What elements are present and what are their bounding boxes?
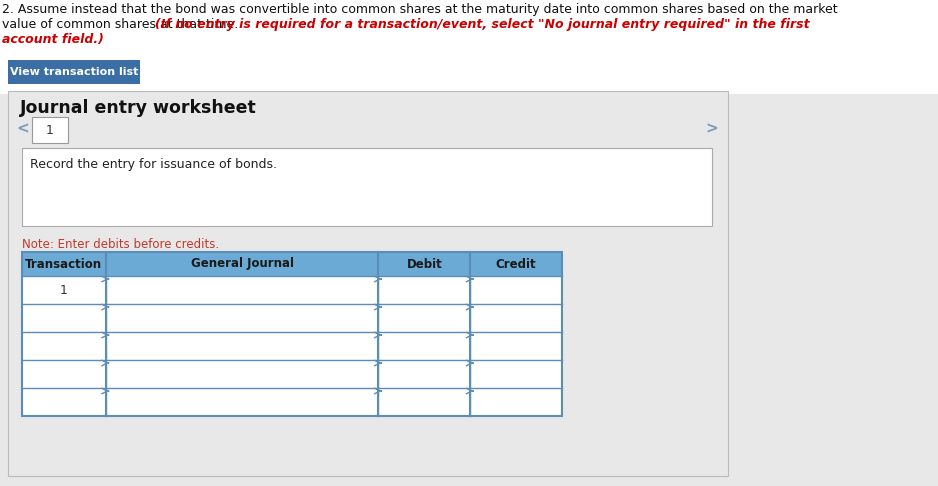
Text: Record the entry for issuance of bonds.: Record the entry for issuance of bonds. <box>30 158 277 171</box>
Text: Transaction: Transaction <box>25 258 102 271</box>
Text: value of common shares at that time.: value of common shares at that time. <box>2 18 242 31</box>
Text: Note: Enter debits before credits.: Note: Enter debits before credits. <box>22 238 219 251</box>
FancyBboxPatch shape <box>22 332 562 360</box>
Text: 2. Assume instead that the bond was convertible into common shares at the maturi: 2. Assume instead that the bond was conv… <box>2 3 838 16</box>
FancyBboxPatch shape <box>22 276 562 304</box>
FancyBboxPatch shape <box>32 117 68 143</box>
FancyBboxPatch shape <box>22 148 712 226</box>
FancyBboxPatch shape <box>0 94 938 486</box>
FancyBboxPatch shape <box>22 388 562 416</box>
Text: Debit: Debit <box>406 258 442 271</box>
Text: Credit: Credit <box>496 258 537 271</box>
Text: >: > <box>705 122 718 137</box>
Text: General Journal: General Journal <box>190 258 294 271</box>
Text: View transaction list: View transaction list <box>9 67 138 77</box>
FancyBboxPatch shape <box>22 360 562 388</box>
FancyBboxPatch shape <box>8 60 140 84</box>
Text: 1: 1 <box>46 123 54 137</box>
Text: <: < <box>16 122 29 137</box>
Text: (If no entry is required for a transaction/event, select "No journal entry requi: (If no entry is required for a transacti… <box>155 18 809 31</box>
FancyBboxPatch shape <box>22 304 562 332</box>
FancyBboxPatch shape <box>0 0 938 96</box>
FancyBboxPatch shape <box>8 91 728 476</box>
Text: Journal entry worksheet: Journal entry worksheet <box>20 99 257 117</box>
Text: account field.): account field.) <box>2 33 104 46</box>
Text: 1: 1 <box>60 283 68 296</box>
FancyBboxPatch shape <box>22 252 562 276</box>
